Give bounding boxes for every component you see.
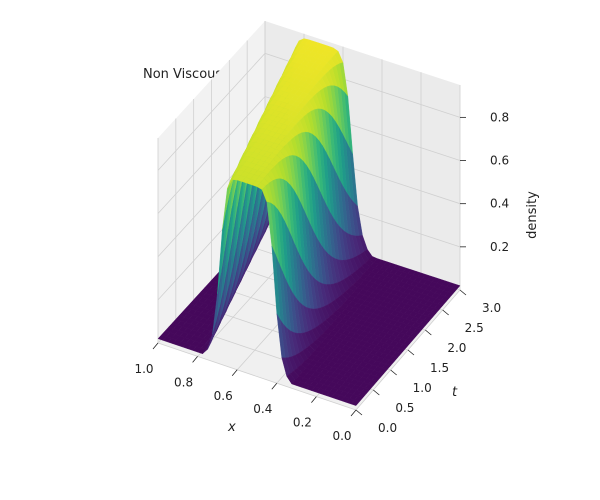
grid-line-z	[157, 52, 461, 171]
x-tick-mark	[350, 409, 357, 417]
t-tick-mark	[355, 409, 363, 416]
t-axis-label: t	[452, 385, 458, 400]
t-tick-label: 2.5	[465, 321, 484, 335]
z-axis-label: density	[525, 191, 540, 239]
x-tick-label: 0.0	[332, 429, 351, 443]
z-tick-label: 0.2	[490, 240, 509, 254]
x-tick-label: 1.0	[134, 362, 153, 376]
x-tick-label: 0.4	[253, 402, 272, 416]
x-tick-label: 0.2	[293, 416, 312, 430]
surface-facet	[350, 399, 360, 406]
z-tick-label: 0.8	[490, 110, 509, 124]
x-tick-mark	[271, 382, 278, 390]
t-tick-mark	[459, 289, 467, 296]
t-tick-label: 1.5	[430, 361, 449, 375]
t-tick-mark	[442, 309, 449, 316]
x-tick-mark	[231, 369, 238, 377]
z-tick-label: 0.6	[490, 154, 509, 168]
x-tick-label: 0.8	[174, 375, 193, 389]
t-tick-label: 2.0	[447, 341, 466, 355]
x-tick-label: 0.6	[214, 389, 233, 403]
t-tick-label: 0.5	[395, 401, 414, 415]
t-tick-label: 1.0	[413, 381, 432, 395]
t-tick-mark	[390, 369, 397, 376]
t-tick-mark	[407, 349, 415, 356]
t-tick-mark	[373, 389, 380, 396]
grid-line-z	[157, 96, 461, 214]
x-tick-mark	[192, 356, 198, 363]
tick-labels: 1.0 0.8 0.6 0.4 0.2 0.0 0.0 0.5 1.0 1.5 2.0 2.5 3.0 0…	[134, 110, 509, 443]
x-tick-mark	[311, 396, 317, 403]
t-tick-label: 3.0	[482, 301, 501, 315]
density-surface	[157, 38, 461, 406]
z-tick-label: 0.4	[490, 197, 509, 211]
t-tick-label: 0.0	[378, 421, 397, 435]
x-axis-label: x	[227, 420, 236, 435]
t-tick-mark	[425, 329, 432, 336]
x-tick-mark	[152, 342, 159, 350]
